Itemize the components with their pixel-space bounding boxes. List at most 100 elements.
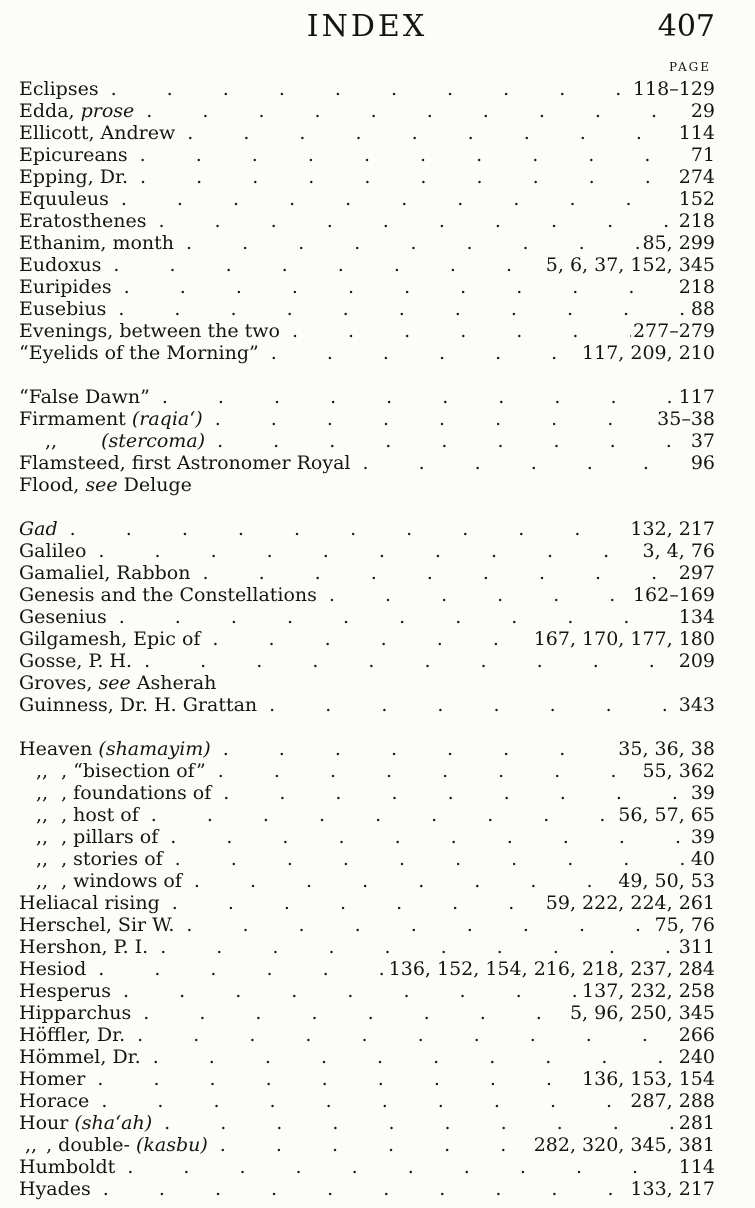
index-entry: Guinness, Dr. H. Grattan . . . . . . . . … — [19, 694, 715, 716]
entry-label: Heaven (shamayim) — [19, 738, 211, 760]
dot-leader: . . . . . . . . . . . . . . . . . . . . … — [140, 166, 677, 188]
entry-label: Horace — [19, 1090, 90, 1112]
entry-pages: 40 — [690, 848, 715, 870]
dot-leader: . . . . . . . . . . . . . . . . . . . . … — [98, 958, 386, 980]
entry-pages: 136, 152, 154, 216, 218, 237, 284 — [388, 958, 715, 980]
dot-leader: . . . . . . . . . . . . . . . . . . . . … — [118, 606, 677, 628]
entry-pages: 136, 153, 154 — [582, 1068, 715, 1090]
entry-label: Flamsteed, first Astronomer Royal — [19, 452, 351, 474]
dot-leader: . . . . . . . . . . . . . . . . . . . . … — [143, 1002, 568, 1024]
index-entry: Flood, see Deluge — [19, 474, 715, 496]
entry-pages: 49, 50, 53 — [618, 870, 715, 892]
entry-label: Hesperus — [19, 980, 112, 1002]
index-entry: Firmament (raqia‘) . . . . . . . . . . . … — [19, 408, 715, 430]
dot-leader: . . . . . . . . . . . . . . . . . . . . … — [98, 540, 640, 562]
dot-leader: . . . . . . . . . . . . . . . . . . . . … — [217, 430, 689, 452]
entry-pages: 55, 362 — [642, 760, 715, 782]
dot-leader: . . . . . . . . . . . . . . . . . . . . … — [102, 1178, 629, 1200]
entry-label: , foundations of — [61, 782, 212, 804]
index-entry: Eusebius . . . . . . . . . . . . . . . . … — [19, 298, 715, 320]
index-group-e: Eclipses . . . . . . . . . . . . . . . . … — [19, 78, 715, 364]
index-entry: Hershon, P. I. . . . . . . . . . . . . . … — [19, 936, 715, 958]
index-entry: ,, (stercoma) . . . . . . . . . . . . . . … — [19, 430, 715, 452]
entry-label: Hömmel, Dr. — [19, 1046, 141, 1068]
entry-pages: 114 — [678, 122, 715, 144]
dot-leader: . . . . . . . . . . . . . . . . . . . . … — [291, 320, 631, 342]
entry-label: Hour (sha‘ah) — [19, 1112, 153, 1134]
entry-pages: 281 — [678, 1112, 715, 1134]
dot-leader: . . . . . . . . . . . . . . . . . . . . … — [139, 144, 689, 166]
index-entry: Hesperus . . . . . . . . . . . . . . . . … — [19, 980, 715, 1002]
index-entry: Epicureans . . . . . . . . . . . . . . . … — [19, 144, 715, 166]
dot-leader: . . . . . . . . . . . . . . . . . . . . … — [160, 936, 677, 958]
entry-pages: 167, 170, 177, 180 — [533, 628, 715, 650]
ditto-mark: ,, — [36, 870, 49, 892]
entry-label: , pillars of — [61, 826, 159, 848]
index-entry: Hömmel, Dr. . . . . . . . . . . . . . . .… — [19, 1046, 715, 1068]
entry-pages: 56, 57, 65 — [618, 804, 715, 826]
dot-leader: . . . . . . . . . . . . . . . . . . . . … — [137, 1024, 677, 1046]
dot-leader: . . . . . . . . . . . . . . . . . . . . … — [123, 276, 677, 298]
dot-leader: . . . . . . . . . . . . . . . . . . . . … — [186, 914, 652, 936]
entry-pages: 297 — [678, 562, 715, 584]
entry-pages: 133, 217 — [630, 1178, 715, 1200]
entry-label: Heliacal rising — [19, 892, 160, 914]
entry-label: Gad — [19, 518, 58, 540]
dot-leader: . . . . . . . . . . . . . . . . . . . . … — [171, 892, 544, 914]
entry-pages: 117 — [678, 386, 715, 408]
entry-pages: 35, 36, 38 — [618, 738, 715, 760]
entry-label: Evenings, between the two — [19, 320, 280, 342]
index-entry: Ethanim, month . . . . . . . . . . . . . … — [19, 232, 715, 254]
entry-label: Guinness, Dr. H. Grattan — [19, 694, 258, 716]
index-entry: Gamaliel, Rabbon . . . . . . . . . . . . … — [19, 562, 715, 584]
dot-leader: . . . . . . . . . . . . . . . . . . . . … — [222, 738, 617, 760]
ditto-mark: ,, — [36, 826, 49, 848]
entry-pages: 5, 96, 250, 345 — [569, 1002, 715, 1024]
index-entry: ,, , windows of . . . . . . . . . . . . . … — [19, 870, 715, 892]
entry-label: , double- (kasbu) — [46, 1134, 208, 1156]
entry-label: Galileo — [19, 540, 87, 562]
entry-label: Groves, see Asherah — [19, 672, 217, 694]
index-entry: Eudoxus . . . . . . . . . . . . . . . . .… — [19, 254, 715, 276]
dot-leader: . . . . . . . . . . . . . . . . . . . . … — [214, 408, 655, 430]
entry-label: Edda, prose — [19, 100, 135, 122]
entry-label: Höffler, Dr. — [19, 1024, 126, 1046]
dot-leader: . . . . . . . . . . . . . . . . . . . . … — [152, 1046, 677, 1068]
dot-leader: . . . . . . . . . . . . . . . . . . . . … — [269, 694, 677, 716]
dot-leader: . . . . . . . . . . . . . . . . . . . . … — [127, 1156, 676, 1178]
index-entry: Genesis and the Constellations . . . . . … — [19, 584, 715, 606]
entry-pages: 134 — [678, 606, 715, 628]
entry-pages: 218 — [678, 276, 715, 298]
dot-leader: . . . . . . . . . . . . . . . . . . . . … — [118, 298, 688, 320]
ditto-mark: ,, — [36, 804, 49, 826]
index-entry: ,, , host of . . . . . . . . . . . . . . .… — [19, 804, 715, 826]
entry-label: “False Dawn” — [19, 386, 150, 408]
entry-pages: 287, 288 — [630, 1090, 715, 1112]
dot-leader: . . . . . . . . . . . . . . . . . . . . … — [120, 188, 677, 210]
entry-pages: 162–169 — [632, 584, 715, 606]
index-entry: Gosse, P. H. . . . . . . . . . . . . . . … — [19, 650, 715, 672]
index-entry: ,, , pillars of . . . . . . . . . . . . . … — [19, 826, 715, 848]
index-entry: Eratosthenes . . . . . . . . . . . . . . … — [19, 210, 715, 232]
dot-leader: . . . . . . . . . . . . . . . . . . . . … — [101, 1090, 628, 1112]
dot-leader: . . . . . . . . . . . . . . . . . . . . … — [161, 386, 677, 408]
index-entry: Hipparchus . . . . . . . . . . . . . . . … — [19, 1002, 715, 1024]
entry-pages: 75, 76 — [654, 914, 715, 936]
entry-label: Euripides — [19, 276, 112, 298]
entry-pages: 266 — [678, 1024, 715, 1046]
entry-pages: 152 — [678, 188, 715, 210]
entry-pages: 311 — [678, 936, 715, 958]
index-entry: Ellicott, Andrew . . . . . . . . . . . . … — [19, 122, 715, 144]
index-entry: Hesiod . . . . . . . . . . . . . . . . . … — [19, 958, 715, 980]
index-entry: Groves, see Asherah — [19, 672, 715, 694]
index-entry: Gesenius . . . . . . . . . . . . . . . . … — [19, 606, 715, 628]
ditto-mark: ,, — [36, 782, 49, 804]
entry-pages: 35–38 — [657, 408, 715, 430]
dot-leader: . . . . . . . . . . . . . . . . . . . . … — [150, 804, 617, 826]
entry-label: Flood, see Deluge — [19, 474, 192, 496]
dot-leader: . . . . . . . . . . . . . . . . . . . . … — [219, 1134, 532, 1156]
entry-label: Equuleus — [19, 188, 109, 210]
entry-label: , host of — [61, 804, 139, 826]
entry-label: Hershon, P. I. — [19, 936, 149, 958]
